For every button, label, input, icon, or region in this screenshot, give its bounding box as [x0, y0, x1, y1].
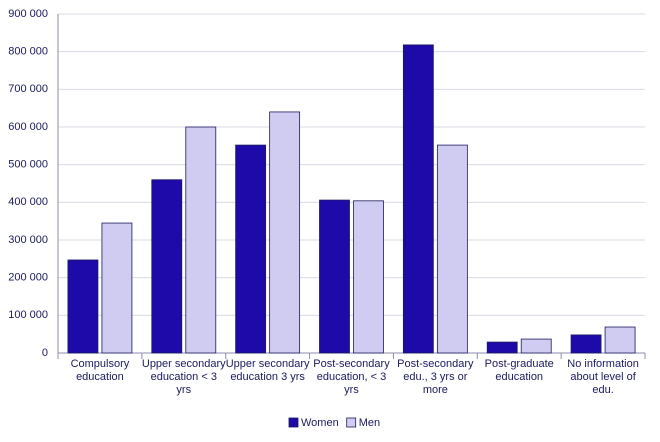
x-tick-label: Post-secondary edu., 3 yrs or more [397, 358, 474, 396]
bar [319, 199, 350, 354]
bar [185, 126, 217, 354]
legend-swatch [346, 417, 357, 428]
x-tick-label: Upper secondary education 3 yrs [225, 358, 310, 383]
x-tick-label: Upper secondary education < 3 yrs [141, 358, 226, 396]
legend-swatch [288, 417, 299, 428]
bar [402, 44, 434, 354]
bar [570, 334, 602, 354]
y-tick-label: 800 000 [8, 46, 48, 58]
bar [436, 144, 468, 354]
x-tick-label: No information about level of edu. [567, 358, 639, 396]
y-tick-label: 700 000 [8, 83, 48, 95]
x-tick-label: Post-graduate education [484, 358, 554, 383]
bar [269, 111, 301, 354]
bar [486, 341, 518, 354]
y-tick-label: 600 000 [8, 121, 48, 133]
bar [151, 179, 183, 354]
bar [235, 144, 267, 354]
y-tick-label: 500 000 [8, 159, 48, 171]
legend-label: Men [359, 417, 380, 429]
legend-label: Women [301, 417, 339, 429]
bar [101, 222, 133, 354]
bar [520, 338, 552, 354]
bar [353, 200, 384, 354]
y-tick-label: 400 000 [8, 196, 48, 208]
y-tick-label: 200 000 [8, 272, 48, 284]
bar [67, 259, 99, 354]
x-tick-label: Post-secondary education, < 3 yrs [313, 358, 390, 396]
y-tick-label: 0 [42, 347, 48, 359]
x-tick-label: Compulsory education [70, 358, 130, 383]
y-tick-label: 100 000 [8, 309, 48, 321]
y-tick-label: 900 000 [8, 8, 48, 20]
y-tick-label: 300 000 [8, 234, 48, 246]
bar [604, 326, 636, 354]
